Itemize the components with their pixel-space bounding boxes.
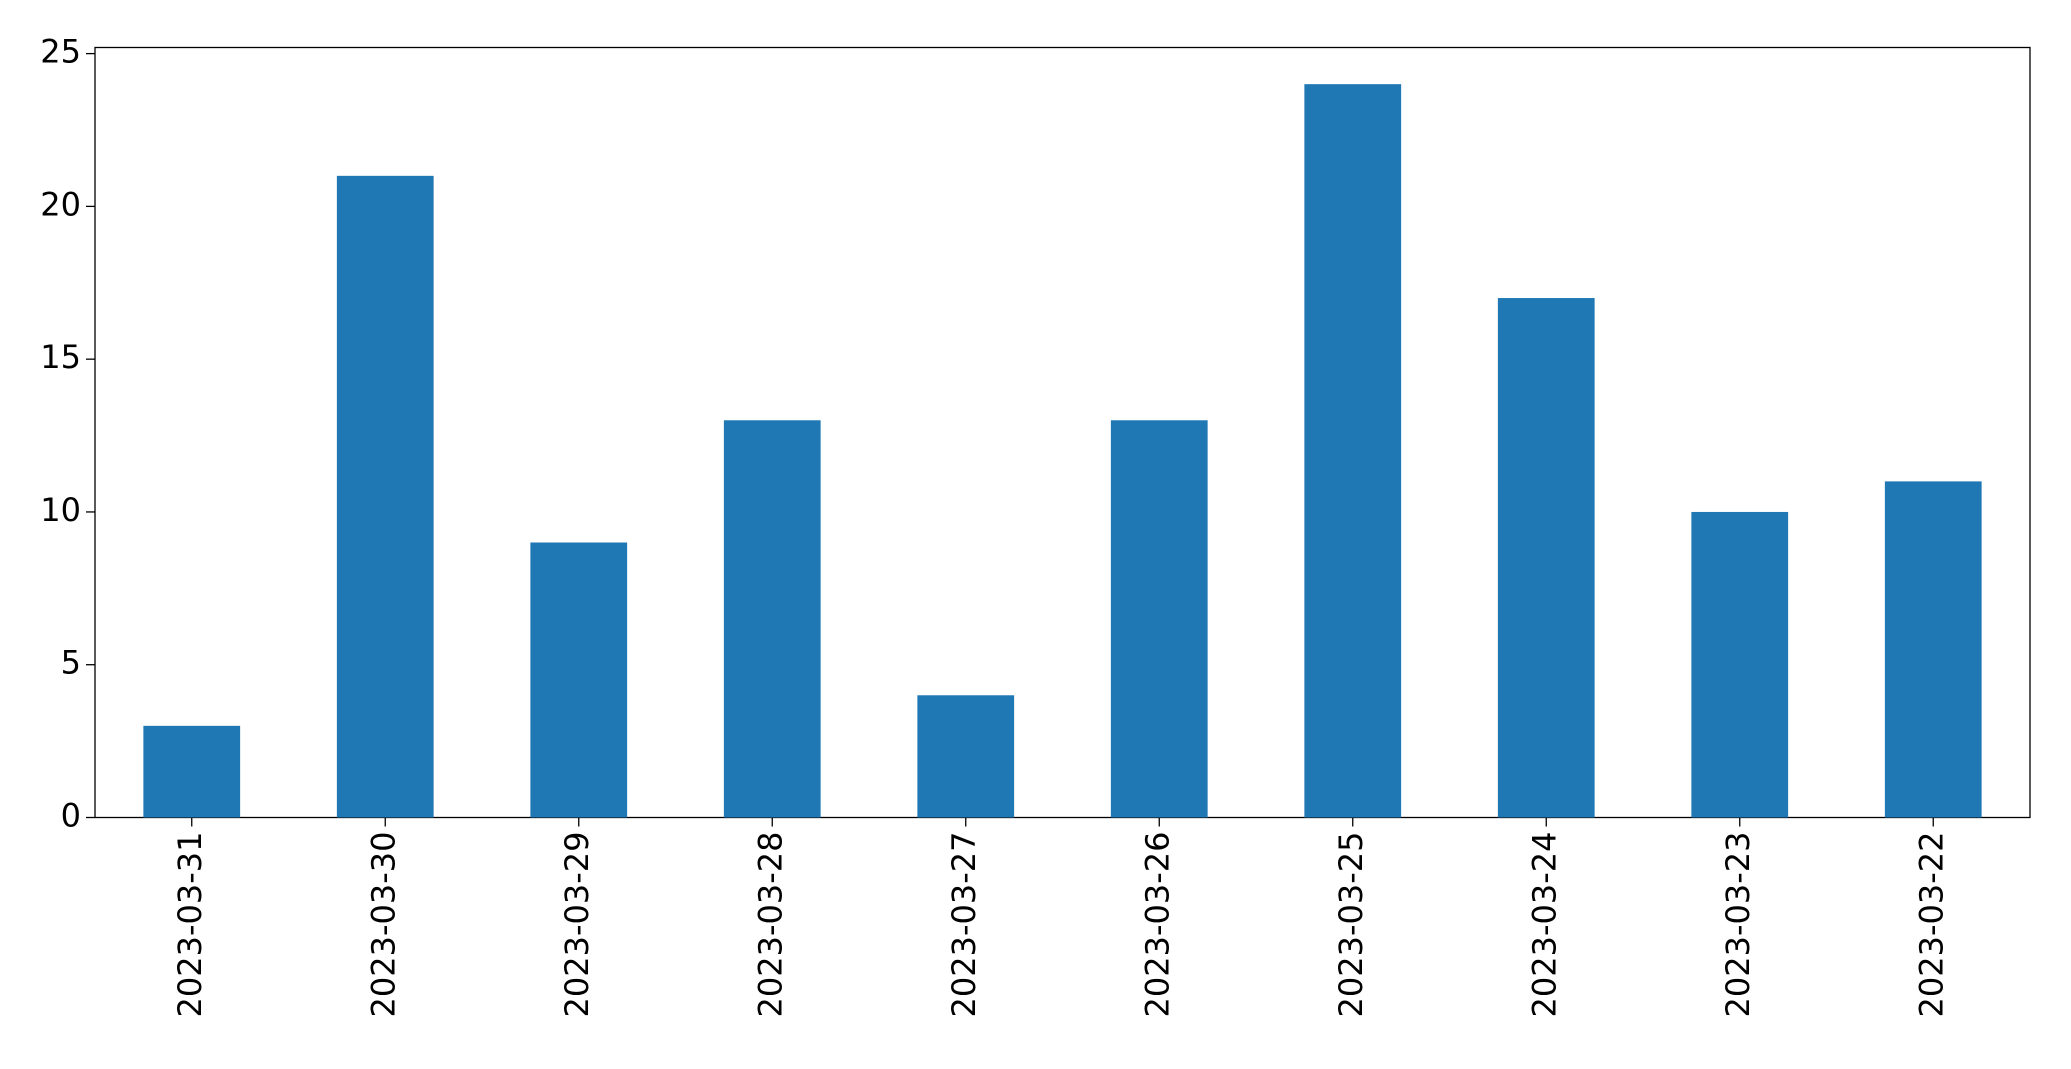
bar <box>723 420 821 818</box>
x-tick-label: 2023-03-31 <box>171 832 209 1018</box>
y-tick-label: 0 <box>61 797 81 835</box>
plot-frame <box>94 46 2031 819</box>
y-tick-label: 15 <box>40 338 81 376</box>
bar <box>143 725 241 818</box>
bar <box>1304 84 1402 818</box>
bar <box>1884 481 1982 818</box>
y-tick-label: 20 <box>40 185 81 223</box>
x-tick-label: 2023-03-26 <box>1138 832 1176 1018</box>
x-tick-label: 2023-03-23 <box>1719 832 1757 1018</box>
y-tick-label: 10 <box>40 491 81 529</box>
bar <box>917 695 1015 818</box>
bar <box>1497 298 1595 818</box>
bar <box>336 175 434 818</box>
x-tick-label: 2023-03-22 <box>1912 832 1950 1018</box>
y-tick-label: 5 <box>61 644 81 682</box>
bar <box>530 542 628 818</box>
y-tick-label: 25 <box>40 33 81 71</box>
bar <box>1691 511 1789 818</box>
x-tick-label: 2023-03-25 <box>1332 832 1370 1018</box>
x-tick-label: 2023-03-29 <box>558 832 596 1018</box>
x-tick-label: 2023-03-24 <box>1525 832 1563 1018</box>
bar <box>1110 420 1208 818</box>
x-tick-label: 2023-03-28 <box>751 832 789 1018</box>
x-tick-label: 2023-03-30 <box>364 832 402 1018</box>
x-tick-label: 2023-03-27 <box>945 832 983 1018</box>
